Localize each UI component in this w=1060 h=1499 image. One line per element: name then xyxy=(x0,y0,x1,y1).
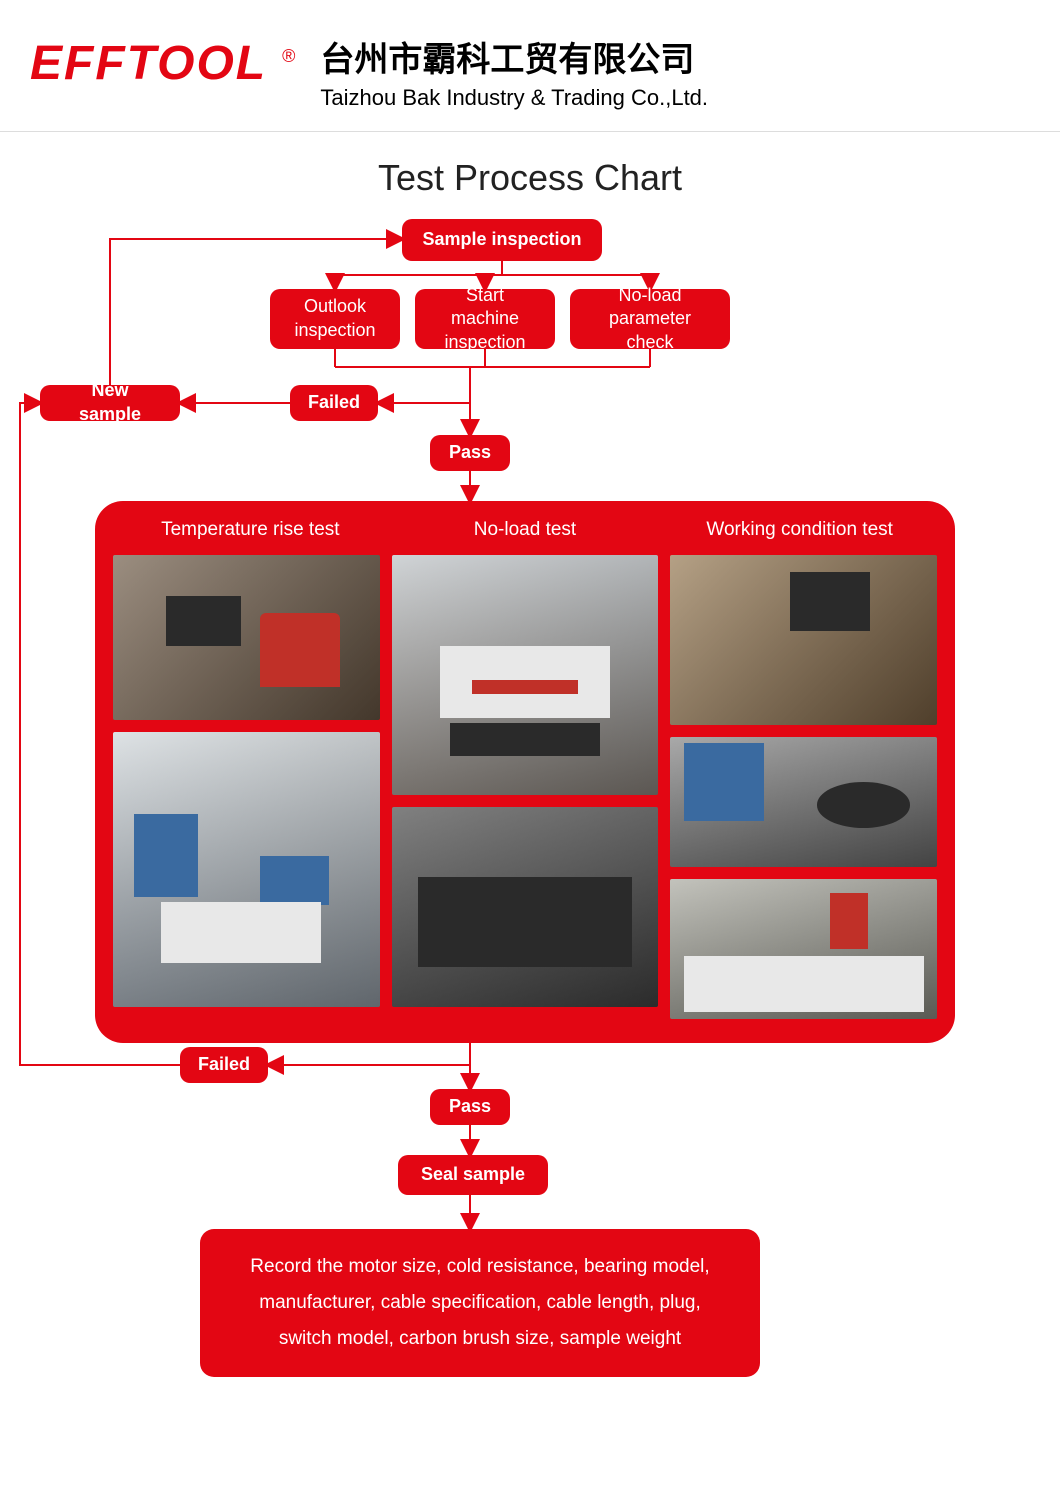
photo-measuring-instrument xyxy=(392,555,659,795)
node-failed-2: Failed xyxy=(180,1047,268,1083)
photo-operator-at-computer xyxy=(113,555,380,720)
node-label: Pass xyxy=(449,441,491,464)
node-label-l2: parameter check xyxy=(588,307,712,354)
photo-grid xyxy=(113,555,937,1019)
node-label-l2: inspection xyxy=(294,319,375,342)
node-label: Failed xyxy=(308,391,360,414)
heading-no-load-test: No-load test xyxy=(388,519,663,541)
node-label-l2: inspection xyxy=(444,331,525,354)
node-outlook-inspection: Outlook inspection xyxy=(270,289,400,349)
node-pass-2: Pass xyxy=(430,1089,510,1125)
node-noload-parameter-check: No-load parameter check xyxy=(570,289,730,349)
photo-test-rig-machines xyxy=(113,732,380,1007)
photo-cutting-wood-test xyxy=(670,555,937,725)
photo-column-2 xyxy=(392,555,659,1019)
node-label: Failed xyxy=(198,1053,250,1076)
node-start-machine-inspection: Start machine inspection xyxy=(415,289,555,349)
node-failed-1: Failed xyxy=(290,385,378,421)
company-name-cn: 台州市霸科工贸有限公司 xyxy=(320,40,708,81)
node-label-l1: No-load xyxy=(618,284,681,307)
node-label-l1: Start machine xyxy=(433,284,537,331)
document-header: EFFTOOL ® 台州市霸科工贸有限公司 Taizhou Bak Indust… xyxy=(0,0,1060,132)
tests-photo-panel: Temperature rise test No-load test Worki… xyxy=(95,501,955,1043)
photo-column-3 xyxy=(670,555,937,1019)
chart-title: Test Process Chart xyxy=(0,157,1060,199)
node-seal-sample: Seal sample xyxy=(398,1155,548,1195)
node-label: Pass xyxy=(449,1095,491,1118)
node-label-l1: Outlook xyxy=(304,295,366,318)
photo-column-1 xyxy=(113,555,380,1019)
company-name-block: 台州市霸科工贸有限公司 Taizhou Bak Industry & Tradi… xyxy=(320,40,708,111)
node-label: New sample xyxy=(58,379,162,426)
node-label: Sample inspection xyxy=(422,228,581,251)
panel-headings-row: Temperature rise test No-load test Worki… xyxy=(113,519,937,541)
heading-temperature-rise-test: Temperature rise test xyxy=(113,519,388,541)
flowchart-area: Sample inspection Outlook inspection Sta… xyxy=(0,219,1060,1499)
node-pass-1: Pass xyxy=(430,435,510,471)
node-record-details: Record the motor size, cold resistance, … xyxy=(200,1229,760,1377)
photo-drilling-concrete-test xyxy=(670,879,937,1019)
node-new-sample: New sample xyxy=(40,385,180,421)
heading-working-condition-test: Working condition test xyxy=(662,519,937,541)
node-label: Seal sample xyxy=(421,1163,525,1186)
photo-angle-grinder-test xyxy=(670,737,937,867)
brand-logo-text: EFFTOOL xyxy=(30,40,267,88)
registered-mark: ® xyxy=(282,46,295,67)
record-text: Record the motor size, cold resistance, … xyxy=(250,1256,709,1349)
company-name-en: Taizhou Bak Industry & Trading Co.,Ltd. xyxy=(320,85,708,111)
photo-electronics-rack xyxy=(392,807,659,1007)
node-sample-inspection: Sample inspection xyxy=(402,219,602,261)
